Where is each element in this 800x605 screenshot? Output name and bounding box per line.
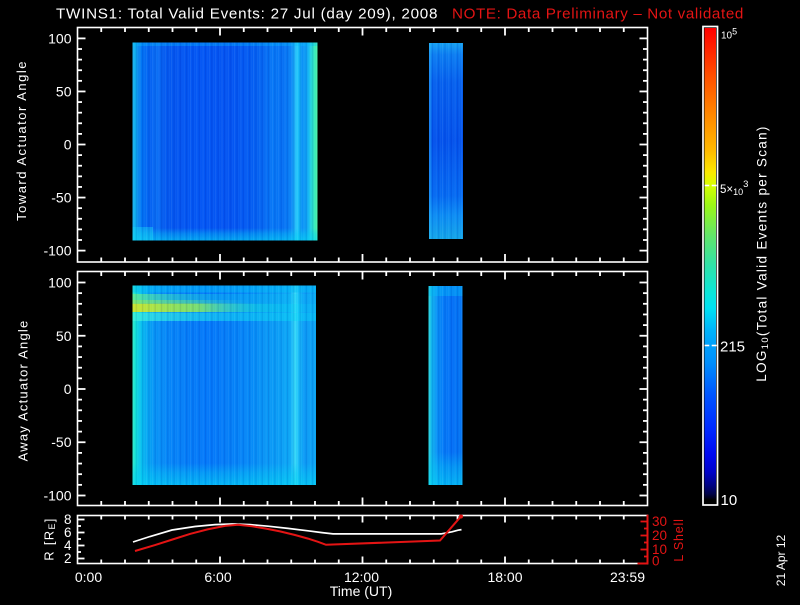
svg-text:0: 0 — [64, 381, 72, 397]
svg-text:Toward Actuator Angle: Toward Actuator Angle — [14, 60, 29, 221]
svg-text:L Shell: L Shell — [672, 518, 686, 561]
svg-text:30: 30 — [652, 514, 667, 529]
svg-text:10: 10 — [652, 542, 667, 557]
svg-text:NOTE: Data Preliminary – Not v: NOTE: Data Preliminary – Not validated — [452, 5, 744, 22]
svg-text:LOG10(Total Valid Events per S: LOG10(Total Valid Events per Scan) — [754, 125, 771, 381]
svg-text:21 Apr 12: 21 Apr 12 — [774, 534, 788, 586]
svg-text:8: 8 — [64, 512, 72, 527]
svg-text:0:00: 0:00 — [75, 569, 102, 585]
svg-text:-50: -50 — [51, 434, 71, 450]
svg-text:6:00: 6:00 — [204, 569, 231, 585]
svg-text:0: 0 — [64, 137, 72, 153]
svg-text:10: 10 — [721, 492, 738, 509]
svg-text:50: 50 — [56, 328, 72, 344]
svg-text:100: 100 — [48, 275, 72, 291]
svg-text:50: 50 — [56, 84, 72, 100]
svg-text:100: 100 — [48, 30, 72, 46]
svg-text:Away Actuator Angle: Away Actuator Angle — [16, 320, 31, 462]
svg-text:12:00: 12:00 — [344, 569, 379, 585]
svg-text:Time (UT): Time (UT) — [330, 583, 392, 599]
svg-text:-100: -100 — [43, 243, 71, 259]
svg-text:TWINS1: Total Valid Events: 27: TWINS1: Total Valid Events: 27 Jul (day … — [56, 5, 438, 22]
svg-text:-50: -50 — [51, 190, 71, 206]
svg-text:23:59: 23:59 — [610, 569, 645, 585]
svg-text:0: 0 — [652, 554, 660, 569]
svg-text:4: 4 — [64, 538, 72, 553]
svg-text:-100: -100 — [43, 488, 71, 504]
svg-text:215: 215 — [720, 339, 745, 356]
svg-text:18:00: 18:00 — [487, 569, 522, 585]
svg-text:2: 2 — [64, 551, 72, 566]
svg-text:6: 6 — [64, 525, 72, 540]
svg-text:20: 20 — [652, 528, 667, 543]
